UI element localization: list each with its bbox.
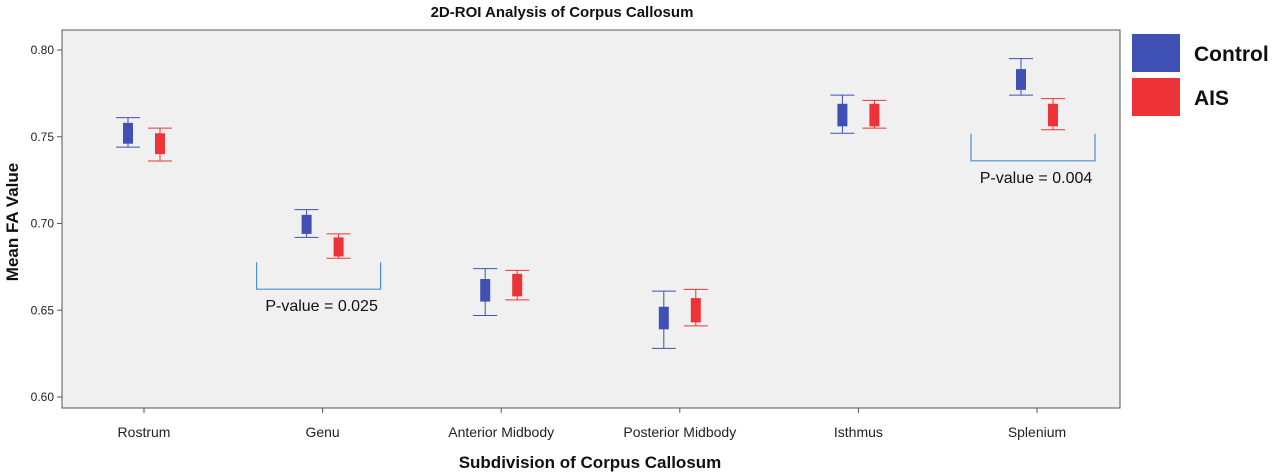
box (333, 237, 344, 257)
legend-swatch (1132, 34, 1180, 72)
plot-area (61, 29, 1121, 409)
x-tick-label: Rostrum (118, 424, 171, 440)
box (480, 279, 491, 302)
chart-title: 2D-ROI Analysis of Corpus Callosum (431, 4, 694, 21)
box (301, 214, 312, 234)
legend-label: AIS (1194, 87, 1229, 110)
y-tick-label: 0.70 (31, 217, 55, 231)
legend-label: Control (1194, 43, 1269, 66)
y-tick-label: 0.60 (31, 390, 55, 404)
p-value-label: P-value = 0.025 (265, 298, 378, 315)
box (155, 133, 165, 155)
box (1016, 69, 1026, 90)
box (123, 122, 133, 144)
x-tick-label: Anterior Midbody (448, 424, 554, 440)
box (690, 298, 701, 323)
x-tick-label: Posterior Midbody (623, 424, 736, 440)
x-tick-label: Splenium (1008, 424, 1066, 440)
x-tick-label: Genu (305, 424, 339, 440)
y-tick-label: 0.75 (31, 130, 55, 144)
box (869, 103, 880, 127)
box (658, 306, 669, 330)
significance-bracket (970, 133, 1096, 162)
y-axis-label: Mean FA Value (3, 163, 22, 281)
y-tick-label: 0.80 (31, 43, 55, 57)
box (512, 273, 523, 297)
y-tick-label: 0.65 (31, 303, 55, 317)
box (1048, 103, 1058, 127)
x-tick-label: Isthmus (834, 424, 883, 440)
significance-bracket (256, 262, 382, 290)
legend-swatch (1132, 78, 1180, 116)
p-value-label: P-value = 0.004 (980, 170, 1093, 187)
x-axis-label: Subdivision of Corpus Callosum (459, 453, 722, 472)
box (837, 103, 848, 127)
